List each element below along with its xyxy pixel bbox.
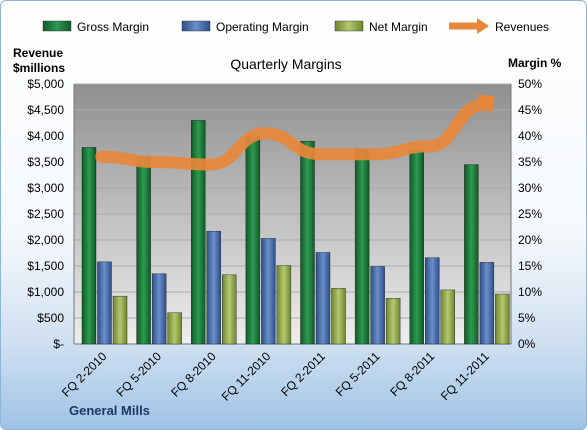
left-tick-label: $- xyxy=(53,337,64,351)
right-axis-ticks: 0% 5% 10% 15% 20% 25% 30% 35% 40% 45% 50% xyxy=(518,77,542,351)
x-tick-label: FQ 5-2010 xyxy=(114,349,165,400)
bar-net-margin xyxy=(440,289,455,345)
bar-operating-margin xyxy=(151,273,167,345)
legend-revenues: Revenues xyxy=(449,18,549,34)
footer-label: General Mills xyxy=(69,403,150,418)
bar-gross-margin xyxy=(409,149,424,345)
legend: Gross Margin Operating Margin Net Margin Re… xyxy=(42,18,549,34)
bar-gross-margin xyxy=(136,156,151,345)
left-tick-label: $3,000 xyxy=(27,181,64,195)
right-tick-label: 15% xyxy=(518,259,542,273)
right-axis-label: Margin % xyxy=(508,56,562,70)
bar-net-margin xyxy=(167,312,182,345)
bar-gross-margin xyxy=(81,147,97,345)
bar-operating-margin xyxy=(425,257,440,345)
left-tick-label: $5,000 xyxy=(27,77,64,91)
revenues-line xyxy=(95,98,490,171)
bar-net-margin xyxy=(385,298,401,345)
left-tick-label: $1,500 xyxy=(27,259,64,273)
left-tick-label: $500 xyxy=(37,311,64,325)
x-tick-label: FQ 2-2010 xyxy=(59,349,110,400)
bar-net-margin xyxy=(112,295,128,345)
bar-operating-margin xyxy=(261,238,276,345)
right-tick-label: 30% xyxy=(518,181,542,195)
legend-gross-margin: Gross Margin xyxy=(42,20,149,34)
bar-operating-margin xyxy=(315,252,331,345)
left-axis-label-line1: Revenue xyxy=(13,46,63,60)
legend-label: Revenues xyxy=(495,20,549,34)
bar-net-margin xyxy=(495,293,510,345)
revenue-line xyxy=(95,94,495,171)
left-tick-label: $2,000 xyxy=(27,233,64,247)
right-tick-label: 10% xyxy=(518,285,542,299)
legend-operating-margin: Operating Margin xyxy=(181,20,309,34)
bar-operating-margin xyxy=(479,262,495,345)
legend-swatch xyxy=(42,20,72,32)
x-tick-label: FQ 11-2010 xyxy=(219,349,274,404)
chart-title: Quarterly Margins xyxy=(230,56,341,72)
bars xyxy=(81,120,510,345)
left-tick-label: $2,500 xyxy=(27,207,64,221)
x-tick-label: FQ 5-2011 xyxy=(333,349,383,399)
bar-gross-margin xyxy=(191,120,206,345)
legend-label: Net Margin xyxy=(369,20,428,34)
left-tick-label: $3,500 xyxy=(27,155,64,169)
legend-label: Operating Margin xyxy=(216,20,309,34)
left-tick-label: $4,500 xyxy=(27,103,64,117)
x-tick-label: FQ 8-2011 xyxy=(387,349,437,399)
bar-gross-margin xyxy=(245,135,261,345)
legend-swatch xyxy=(334,20,364,32)
bar-net-margin xyxy=(276,265,292,345)
right-tick-label: 35% xyxy=(518,155,542,169)
right-tick-label: 0% xyxy=(518,337,536,351)
bar-gross-margin xyxy=(464,164,479,345)
right-tick-label: 45% xyxy=(518,103,542,117)
legend-arrow-swatch xyxy=(477,18,489,34)
right-tick-label: 20% xyxy=(518,233,542,247)
x-tick-label: FQ 2-2011 xyxy=(278,349,328,399)
left-axis-ticks: $- $500 $1,000 $1,500 $2,000 $2,500 $3,000 $3,5… xyxy=(27,77,64,351)
legend-label: Gross Margin xyxy=(77,20,149,34)
bar-net-margin xyxy=(222,274,237,345)
bar-gross-margin xyxy=(354,148,370,345)
left-axis-label-line2: $millions xyxy=(13,61,65,75)
legend-swatch xyxy=(181,20,211,32)
legend-net-margin: Net Margin xyxy=(334,20,428,34)
right-tick-label: 50% xyxy=(518,77,542,91)
x-tick-label: FQ 8-2010 xyxy=(168,349,219,400)
bar-operating-margin xyxy=(206,230,221,345)
bar-net-margin xyxy=(331,288,346,345)
bar-gross-margin xyxy=(300,140,315,345)
bar-operating-margin xyxy=(370,266,385,345)
revenues-arrowhead xyxy=(475,94,495,116)
bar-operating-margin xyxy=(97,261,112,345)
x-tick-label: FQ 11-2011 xyxy=(438,349,492,403)
x-axis-ticks: FQ 2-2010 FQ 5-2010 FQ 8-2010 FQ 11-2010 FQ … xyxy=(59,349,492,404)
right-tick-label: 40% xyxy=(518,129,542,143)
right-tick-label: 25% xyxy=(518,207,542,221)
left-tick-label: $1,000 xyxy=(27,285,64,299)
left-tick-label: $4,000 xyxy=(27,129,64,143)
right-tick-label: 5% xyxy=(518,311,536,325)
